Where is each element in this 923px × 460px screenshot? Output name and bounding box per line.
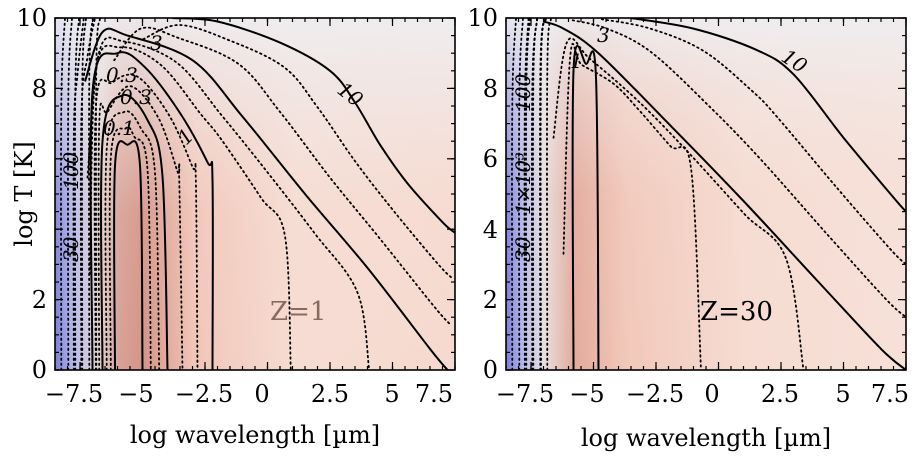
left-contour-dotted-mid-3-0 [113,26,451,326]
x-tick-label-m2-5: −2.5 [175,380,233,408]
panel-right-annotation: Z=30 [700,297,773,327]
left-contour-solid-0-1 [113,140,144,370]
left-contour-dotted-100 [79,18,96,370]
left-contour-dotted-mid-3-1 [142,24,454,280]
r-x-tick-label-m7-5: −7.5 [496,380,554,408]
r-y-tick-label-6: 6 [483,145,498,173]
r-y-tick-label-8: 8 [483,75,498,103]
panel-right-solid-contours [543,18,906,370]
right-contour-dotted-mid-0-1 [552,37,805,370]
r-y-tick-label-10: 10 [467,4,498,32]
contour-label-100: 100 [59,152,83,190]
right-contour-dotted-edge-2 [525,18,531,370]
contour-label-r-100: 100 [511,74,535,112]
left-contour-dotted-30 [72,18,85,370]
y-axis-title: log T [K] [10,141,38,246]
r-x-tick-label-5: 5 [835,380,850,408]
right-contour-dotted-mid-1-1 [600,18,906,266]
left-contour-solid-0-3 [100,93,169,370]
x-tick-label-5: 5 [384,380,399,408]
x-tick-label-0: 0 [254,380,269,408]
contour-label-r-30: 30 [511,236,535,262]
left-contour-dotted-edge-5 [95,18,101,370]
contour-label-3: 3 [150,31,163,55]
panel-right-ticks [505,17,907,371]
right-contour-dotted-edge-1 [518,18,524,370]
right-contour-dotted-edge-0 [511,18,517,370]
right-contour-solid-10 [630,18,906,213]
panel-right: 3 1 10 1×10³ 100 30 Z=30 0 2 4 6 8 10 −7… [467,4,909,452]
left-contour-dotted-mid-1-0 [97,85,184,370]
panel-left-ticks [54,17,456,371]
r-x-tick-label-2-5: 2.5 [761,380,799,408]
contour-label-0-3b: 0.3 [120,85,152,109]
r-x-tick-label-m2-5: −2.5 [626,380,684,408]
left-contour-dotted-mid-1-1 [93,73,199,370]
left-contour-dotted-edge-4 [88,18,94,370]
left-contour-dotted-edge-1 [67,18,73,370]
left-contour-dotted-edge-3 [81,18,87,370]
right-contour-dotted-edge-3 [532,18,538,370]
left-contour-dotted-edge-2 [74,18,80,370]
right-contour-dotted-edge-5 [546,18,552,370]
right-contour-solid-3 [543,20,906,370]
panel-left-dotted-contours [60,18,454,370]
y-tick-label-2: 2 [32,286,47,314]
left-contour-dotted-edge-0 [60,18,66,370]
r-y-tick-label-4: 4 [483,216,498,244]
r-y-tick-label-0: 0 [483,356,498,384]
x-tick-label-2-5: 2.5 [311,380,349,408]
right-contour-solid-1 [571,44,600,370]
x-axis-title-left: log wavelength [µm] [130,421,380,449]
panel-left: 3 10 0.3 0.3 0.1 1 100 30 Z=1 0 2 8 10 −… [10,4,456,449]
left-contour-solid-3 [84,27,449,370]
contour-label-r-3: 3 [597,23,610,47]
contour-label-0-1: 0.1 [103,116,135,140]
y-tick-label-10: 10 [16,4,47,32]
y-tick-label-8: 8 [32,75,47,103]
right-contour-dotted-30 [523,18,530,370]
panel-left-solid-contours [84,18,455,370]
y-tick-label-0: 0 [32,356,47,384]
contour-label-r-1: 1 [570,49,583,73]
left-contour-dotted-mid-2-1 [86,36,371,370]
x-tick-label-7-5: 7.5 [415,380,453,408]
contour-label-30: 30 [59,236,83,262]
left-contour-solid-1 [89,51,214,370]
left-contour-solid-10 [172,18,455,234]
contour-label-0-3a: 0.3 [106,63,138,87]
right-contour-dotted-edge-4 [539,18,545,370]
r-x-tick-label-7-5: 7.5 [871,380,909,408]
r-y-tick-label-2: 2 [483,286,498,314]
x-tick-label-m7-5: −7.5 [45,380,103,408]
right-contour-dotted-mid-1-0 [571,19,906,319]
x-axis-title-right: log wavelength [µm] [581,424,831,452]
x-tick-label-m5: −5 [118,380,153,408]
panel-right-dotted-contours [511,18,906,370]
r-x-tick-label-0: 0 [704,380,719,408]
left-contour-dotted-mid-0-0 [108,126,152,370]
r-x-tick-label-m5: −5 [569,380,604,408]
panel-left-annotation: Z=1 [270,297,326,327]
contour-label-r-1e3: 1×10³ [511,152,535,215]
left-contour-dotted-mid-0-1 [104,110,161,370]
